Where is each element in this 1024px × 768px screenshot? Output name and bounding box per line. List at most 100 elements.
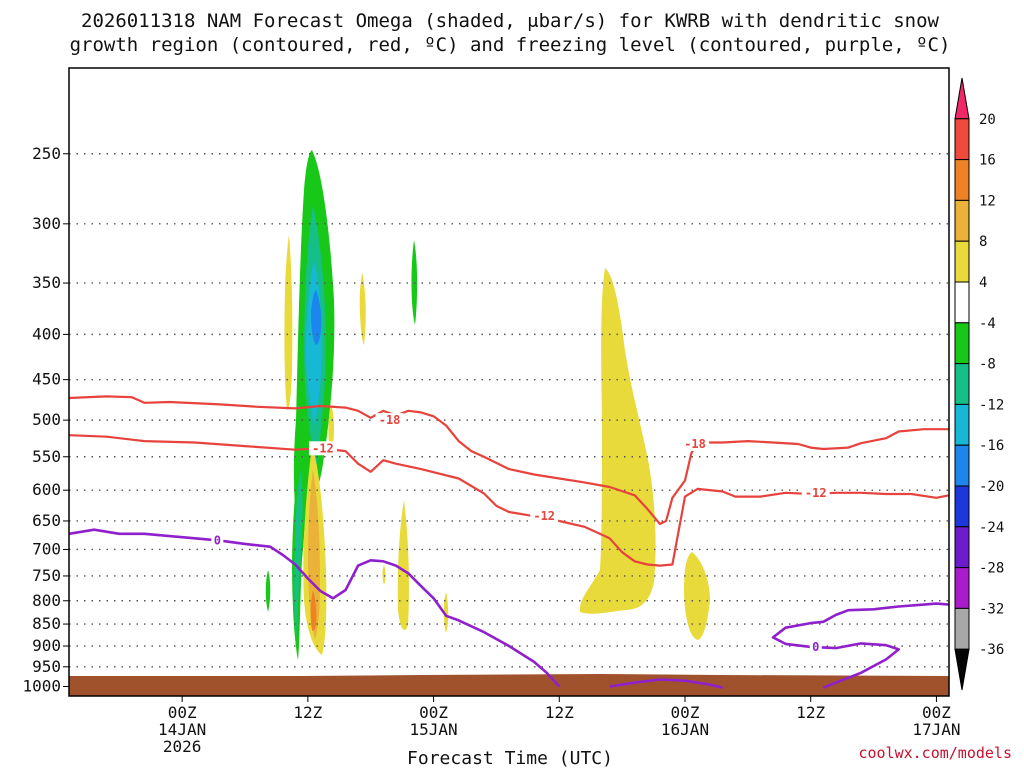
omega-yellow-column-16jan: [579, 268, 656, 614]
y-tick-label-1000: 1000: [22, 677, 61, 696]
contour-label-4-0: 0: [812, 640, 819, 654]
colorbar-label-3: 8: [979, 234, 987, 250]
contour-labels: -18 -18 -12 -12 -12 0 0: [211, 413, 830, 654]
colorbar-swatch-14: [954, 648, 970, 691]
colorbar-label-1: 16: [979, 153, 996, 169]
x-tick-label-3-1: 12Z: [545, 703, 574, 722]
contour-label-0-0: -18: [379, 413, 401, 427]
contour-label-1-1: -12: [533, 509, 555, 523]
x-tick-label-6-2: 17JAN: [912, 720, 960, 739]
colorbar-label-0: 20: [979, 112, 996, 128]
y-tick-label-300: 300: [32, 214, 61, 233]
x-tick-label-0-2: 14JAN: [158, 720, 206, 739]
contour-label-bg-1-0: [308, 441, 337, 456]
x-axis-label: Forecast Time (UTC): [407, 748, 613, 768]
colorbar-label-11: -28: [979, 561, 1004, 577]
colorbar-label-7: -12: [979, 397, 1004, 413]
contour-label-bg-0-1: [681, 436, 710, 451]
omega-blue-core: [311, 290, 322, 345]
y-tick-label-800: 800: [32, 591, 61, 610]
contour-line-2: [68, 528, 561, 688]
contour-label-bg-1-2: [801, 485, 830, 500]
contour-line-4: [771, 602, 950, 689]
y-tick-label-450: 450: [32, 370, 61, 389]
contour-label-bg-4-0: [809, 639, 822, 654]
y-tick-label-900: 900: [32, 636, 61, 655]
contour-line-0: [68, 395, 949, 525]
colorbar-swatch-12: [954, 567, 970, 609]
pressure-axis: 250 300 350 400 450 500 550 600 650 700 750 800 850 9…: [22, 144, 69, 696]
colorbar-label-12: -32: [979, 601, 1004, 617]
y-tick-label-500: 500: [32, 410, 61, 429]
y-tick-label-650: 650: [32, 511, 61, 530]
plot-background: [69, 68, 949, 696]
colorbar-swatch-8: [954, 403, 970, 446]
contour-line-3: [609, 678, 724, 689]
colorbar-label-9: -20: [979, 479, 1004, 495]
y-tick-label-600: 600: [32, 480, 61, 499]
omega-yellow-spot-mid: [359, 272, 366, 345]
x-tick-label-5-1: 12Z: [796, 703, 825, 722]
omega-yellow-column-early: [284, 235, 293, 410]
colorbar-label-13: -36: [979, 642, 1004, 658]
omega-yellow-column-15jan: [397, 500, 409, 630]
x-tick-label-0-1: 00Z: [168, 703, 197, 722]
y-tick-label-700: 700: [32, 539, 61, 558]
colorbar-swatch-1: [954, 118, 970, 161]
omega-green-spot-800: [265, 570, 271, 612]
y-tick-label-350: 350: [32, 273, 61, 292]
colorbar-swatch-13: [954, 607, 970, 650]
colorbar-swatch-11: [954, 526, 970, 569]
x-tick-label-4-1: 00Z: [671, 703, 700, 722]
y-tick-label-550: 550: [32, 447, 61, 466]
colorbar-label-10: -24: [979, 520, 1004, 536]
y-tick-label-950: 950: [32, 657, 61, 676]
contour-label-1-0: -12: [312, 441, 334, 455]
colorbar-swatch-3: [954, 199, 970, 242]
omega-colorbar: 20 16 12 8 4 -4 -8 -12 -16 -20 -24 -28 -32 -36: [954, 77, 1004, 691]
colorbar-swatch-9: [954, 444, 970, 487]
y-tick-label-850: 850: [32, 614, 61, 633]
colorbar-label-8: -16: [979, 438, 1004, 454]
x-tick-label-0-3: 2026: [163, 737, 202, 756]
omega-yellow-spot-16jan-late: [684, 552, 710, 640]
y-tick-label-400: 400: [32, 324, 61, 343]
contour-label-bg-0-0: [375, 413, 404, 428]
colorbar-label-5: -4: [979, 316, 996, 332]
x-tick-label-6-1: 00Z: [922, 703, 951, 722]
colorbar-swatch-2: [954, 159, 970, 201]
contour-label-bg-1-1: [530, 509, 559, 524]
colorbar-label-4: 4: [979, 275, 987, 291]
x-tick-label-2-2: 15JAN: [409, 720, 457, 739]
plot-frame: [68, 67, 950, 697]
contour-label-bg-2-0: [211, 533, 224, 548]
omega-yellow-spot-850: [443, 592, 449, 633]
colorbar-swatch-7: [954, 363, 970, 405]
contour-label-2-0: 0: [214, 534, 221, 548]
credit-label: coolwx.com/models: [858, 744, 1012, 762]
y-tick-label-750: 750: [32, 566, 61, 585]
colorbar-swatch-0: [954, 77, 970, 120]
surface-ground-ridge: [69, 674, 949, 682]
chart-title-line-1: 2026011318 NAM Forecast Omega (shaded, μ…: [81, 10, 939, 32]
contour-label-1-2: -12: [805, 486, 827, 500]
omega-shading: [265, 150, 710, 660]
contour-label-0-1: -18: [684, 437, 706, 451]
colorbar-swatch-10: [954, 485, 970, 528]
colorbar-swatch-5: [954, 281, 970, 324]
colorbar-swatch-6: [954, 322, 970, 365]
omega-orange-core: [310, 590, 317, 631]
x-tick-label-1-1: 12Z: [293, 703, 322, 722]
chart-title-line-2: growth region (contoured, red, ºC) and f…: [70, 34, 951, 56]
colorbar-label-6: -8: [979, 357, 996, 373]
colorbar-label-2: 12: [979, 193, 996, 209]
omega-yellow-spot-750: [382, 565, 386, 585]
x-tick-label-2-1: 00Z: [419, 703, 448, 722]
colorbar-swatch-4: [954, 240, 970, 283]
y-tick-label-250: 250: [32, 144, 61, 163]
omega-teal-lower: [294, 470, 303, 640]
x-tick-label-4-2: 16JAN: [661, 720, 709, 739]
omega-gold-column-main: [308, 470, 320, 640]
